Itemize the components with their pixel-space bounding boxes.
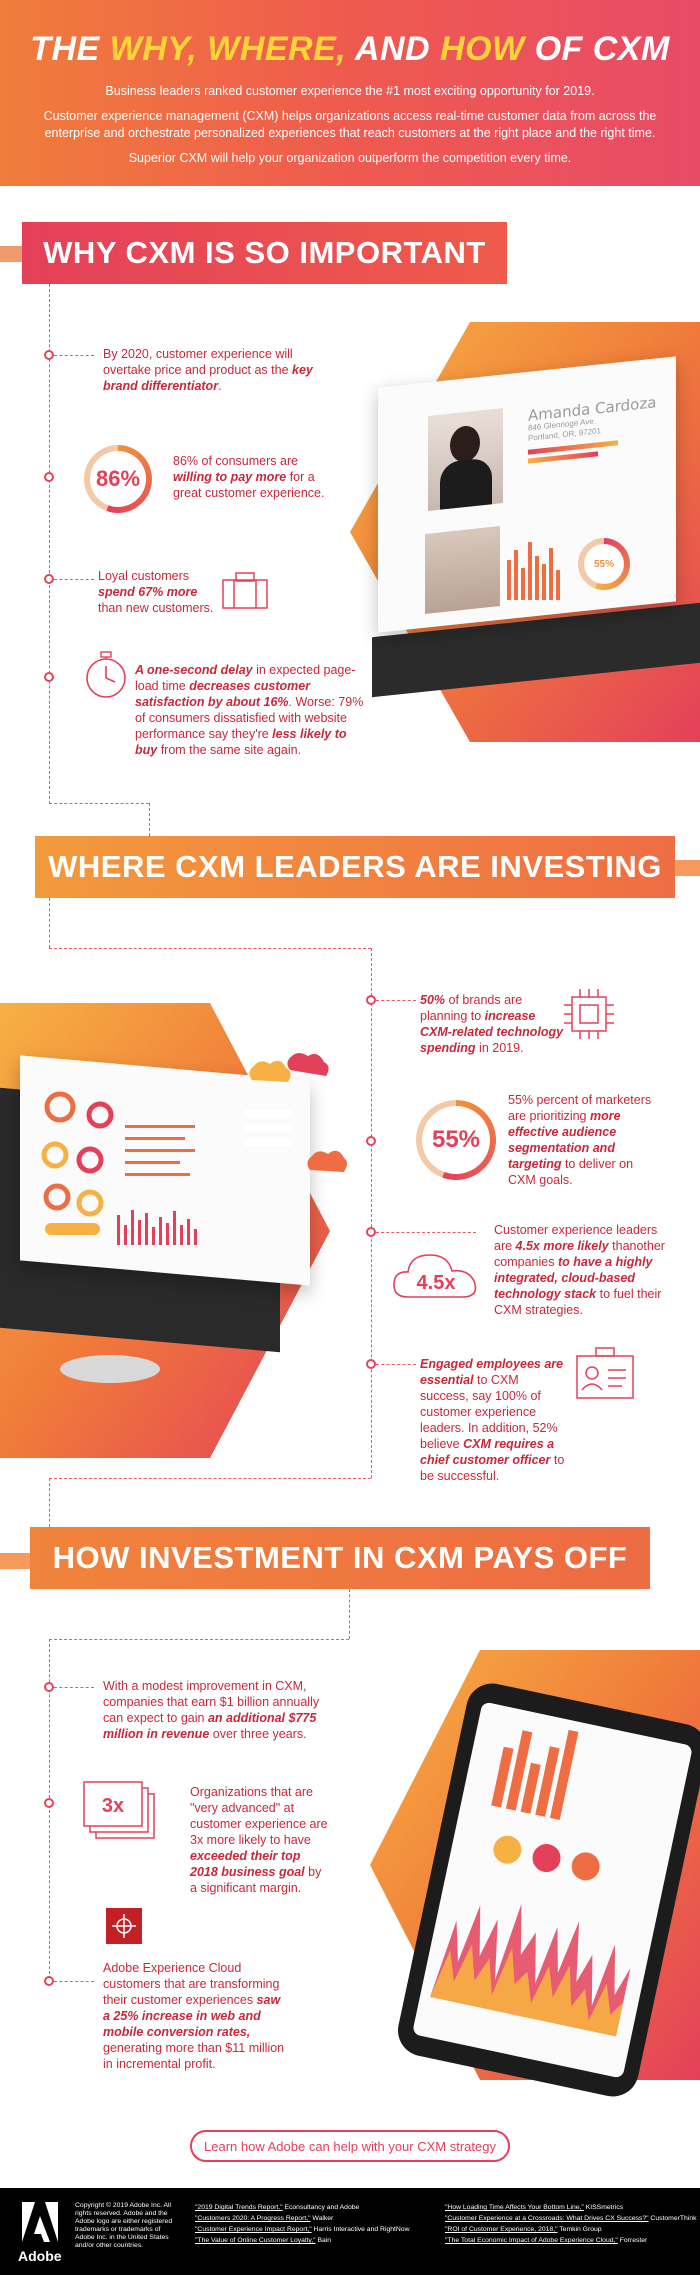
timeline-dot — [44, 574, 54, 584]
phone-charts — [430, 1729, 631, 2037]
page-title: THE WHY, WHERE, AND HOW OF CXM — [0, 0, 700, 69]
references-right: "How Loading Time Affects Your Bottom Li… — [445, 2202, 697, 2246]
reference-item[interactable]: "Customer Experience Impact Report," Har… — [195, 2226, 410, 2233]
learn-more-button[interactable]: Learn how Adobe can help with your CXM s… — [190, 2130, 510, 2162]
timeline-line — [49, 1639, 349, 1640]
sweater-product-image — [425, 526, 500, 614]
stat-ring-86: 86% — [84, 445, 152, 513]
reference-item[interactable]: "The Total Economic Impact of Adobe Expe… — [445, 2237, 648, 2244]
section-banner-where: WHERE CXM LEADERS ARE INVESTING — [35, 836, 675, 898]
footer: Adobe Copyright © 2019 Adobe Inc. All ri… — [0, 2188, 700, 2275]
why-item-4: A one-second delay in expected page-load… — [135, 663, 364, 757]
phone-screen — [412, 1701, 693, 2079]
timeline-dot — [44, 472, 54, 482]
briefcase-icon — [222, 572, 268, 609]
reference-item[interactable]: "Customers 2020: A Progress Report," Wal… — [195, 2215, 334, 2222]
adobe-wordmark: Adobe — [18, 2248, 62, 2264]
timeline-connector — [376, 1364, 416, 1365]
intro-paragraph-2: Customer experience management (CXM) hel… — [43, 109, 657, 140]
intro-paragraph-3: Superior CXM will help your organization… — [128, 151, 572, 165]
timeline-line — [49, 284, 50, 804]
donut-chart: 55% — [578, 538, 630, 590]
stopwatch-icon — [86, 651, 126, 698]
how-item-2: Organizations that are "very advanced" a… — [190, 1785, 328, 1895]
intro-paragraph-1: Business leaders ranked customer experie… — [105, 84, 595, 98]
reference-item[interactable]: "The Value of Online Customer Loyalty," … — [195, 2237, 332, 2244]
why-item-1: By 2020, customer experience will overta… — [103, 347, 313, 393]
timeline-dot — [366, 995, 376, 1005]
why-item-2: 86% of consumers are willing to pay more… — [173, 454, 325, 500]
reference-item[interactable]: "How Loading Time Affects Your Bottom Li… — [445, 2204, 624, 2211]
banner-strip — [0, 246, 22, 262]
why-item-3: Loyal customers spend 67% more than new … — [98, 569, 214, 615]
how-item-3: Adobe Experience Cloud customers that ar… — [103, 1961, 285, 2071]
where-item-3: Customer experience leaders are 4.5x mor… — [494, 1223, 665, 1317]
timeline-line — [49, 898, 50, 948]
timeline-connector — [54, 1687, 94, 1688]
timeline-line — [49, 1478, 50, 1527]
adobe-logo-icon — [22, 2202, 58, 2242]
dashboard-graphics — [41, 1091, 197, 1245]
section-banner-why: WHY CXM IS SO IMPORTANT — [22, 222, 507, 284]
cpu-chip-icon — [564, 989, 614, 1039]
timeline-line — [49, 803, 149, 804]
timeline-dot — [44, 1798, 54, 1808]
title-part: AND — [346, 30, 441, 68]
stat-ring-55: 55% — [416, 1100, 496, 1180]
employee-badge-icon — [576, 1347, 634, 1399]
timeline-connector — [54, 579, 94, 580]
title-part: OF CXM — [524, 30, 670, 68]
profile-photo — [428, 408, 503, 511]
floating-ui-panels — [244, 1053, 347, 1172]
timeline-connector — [54, 1981, 94, 1982]
title-part: THE — [30, 30, 110, 68]
reference-item[interactable]: "Customer Experience at a Crossroads: Wh… — [445, 2215, 697, 2222]
stat-value: 55% — [422, 1106, 490, 1174]
how-item-1: With a modest improvement in CXM, compan… — [103, 1679, 320, 1741]
timeline-line — [349, 1589, 350, 1639]
copyright-text: Copyright © 2019 Adobe Inc. All rights r… — [75, 2202, 173, 2249]
stat-value: 3x — [102, 1795, 124, 1817]
donut-label: 55% — [584, 544, 624, 584]
timeline-dot — [44, 350, 54, 360]
title-part-highlight: HOW — [440, 30, 525, 68]
timeline-connector — [376, 1232, 476, 1233]
bar-chart-graphic — [507, 542, 560, 600]
section-banner-how: HOW INVESTMENT IN CXM PAYS OFF — [30, 1527, 650, 1589]
cloud-icon: 4.5x — [393, 1254, 477, 1298]
title-part-highlight: WHY, WHERE, — [109, 30, 347, 68]
stat-value: 86% — [90, 451, 146, 507]
where-item-2: 55% percent of marketers are prioritizin… — [508, 1093, 652, 1187]
timeline-line — [49, 1478, 371, 1479]
adobe-experience-cloud-icon — [106, 1908, 142, 1944]
stat-value: 4.5x — [417, 1272, 456, 1294]
timeline-dot — [44, 672, 54, 682]
timeline-connector — [376, 1000, 416, 1001]
stacked-3x-icon: 3x — [83, 1781, 155, 1839]
banner-strip — [0, 1553, 30, 1569]
reference-item[interactable]: "ROI of Customer Experience, 2018," Temk… — [445, 2226, 602, 2233]
timeline-dot — [366, 1227, 376, 1237]
banner-strip — [675, 860, 700, 876]
timeline-line — [371, 948, 372, 1478]
timeline-connector — [54, 355, 94, 356]
hero-header: THE WHY, WHERE, AND HOW OF CXM Business … — [0, 0, 700, 186]
reference-item[interactable]: "2019 Digital Trends Report," Econsultan… — [195, 2204, 360, 2211]
timeline-dot — [366, 1136, 376, 1146]
timeline-line — [49, 948, 371, 949]
monitor-stand — [60, 1355, 160, 1383]
timeline-dot — [366, 1359, 376, 1369]
timeline-dot — [44, 1976, 54, 1986]
timeline-line — [149, 803, 150, 836]
where-item-4: Engaged employees are essential to CXM s… — [420, 1357, 565, 1483]
timeline-line — [49, 1639, 50, 1979]
where-item-1: 50% of brands are planning to increase C… — [420, 993, 564, 1055]
references-left: "2019 Digital Trends Report," Econsultan… — [195, 2202, 410, 2246]
timeline-dot — [44, 1682, 54, 1692]
